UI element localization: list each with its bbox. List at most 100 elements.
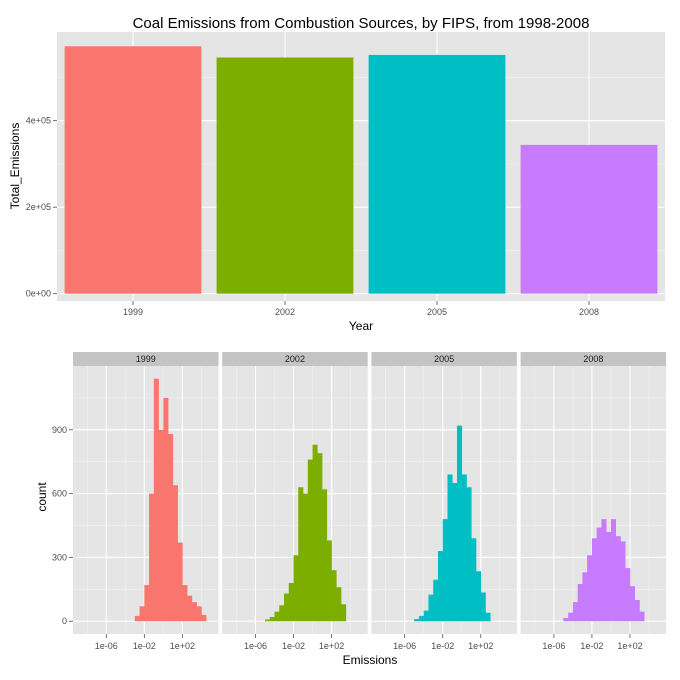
- facet-2008: 2008 1e-06 1e-02 1e+02: [520, 352, 667, 651]
- histogram-y-axis-title: count: [35, 482, 49, 512]
- histogram-bin: [437, 551, 444, 622]
- histogram-bin: [601, 519, 607, 622]
- facet-strip: [73, 352, 219, 366]
- histogram-x-tick-label: 1e-06: [244, 641, 267, 651]
- histogram-bin: [418, 615, 425, 622]
- histogram-bin: [480, 592, 486, 622]
- histogram-bin: [182, 585, 188, 622]
- histogram-bin: [144, 585, 150, 622]
- histogram-y-ticks: 0 300 600 900: [52, 425, 73, 626]
- histogram-bin: [572, 602, 578, 622]
- histogram-bin: [620, 541, 626, 622]
- facet-strip: [520, 352, 667, 366]
- histogram-bin: [591, 538, 597, 622]
- histogram-bin: [606, 531, 612, 622]
- histogram-bin: [191, 602, 197, 622]
- bar-y-tick-label: 2e+05: [26, 202, 51, 212]
- bar-y-axis-title: Total_Emissions: [8, 123, 22, 210]
- bar-x-ticks: 1999 2002 2005 2008: [123, 301, 599, 317]
- histogram-x-tick-label: 1e-06: [393, 641, 416, 651]
- histogram-bin: [456, 425, 463, 622]
- histogram-bin: [269, 616, 275, 622]
- histogram-bin: [423, 610, 429, 622]
- histogram-bin: [587, 555, 593, 622]
- bar-x-axis-title: Year: [349, 319, 373, 333]
- facet-strip: [371, 352, 517, 366]
- facet-strip: [222, 352, 368, 366]
- histogram-y-tick-label: 900: [52, 425, 67, 435]
- bar-1999: [64, 46, 202, 294]
- histogram-bin: [134, 615, 140, 622]
- histogram-x-tick-label: 1e-02: [580, 641, 603, 651]
- bar-y-tick-label: 0e+00: [26, 289, 51, 299]
- histogram-bin: [172, 485, 178, 622]
- histogram-bin: [139, 606, 145, 622]
- histogram-bin: [568, 612, 574, 622]
- histogram-bin: [149, 493, 155, 622]
- histogram-bin: [274, 611, 280, 622]
- histogram-bin: [201, 614, 207, 622]
- bar-2008: [520, 144, 658, 294]
- histogram-x-tick-label: 1e-02: [282, 641, 305, 651]
- facet-strip-label: 1999: [136, 354, 156, 364]
- histogram-y-tick-label: 0: [62, 616, 67, 626]
- histogram-bin: [322, 489, 328, 622]
- histogram-bin: [153, 378, 159, 622]
- bars: [64, 46, 658, 294]
- histogram-x-tick-label: 1e+02: [170, 641, 195, 651]
- bar-2005: [368, 54, 506, 294]
- histogram-bin: [341, 604, 347, 622]
- bar-y-ticks: 0e+00 2e+05 4e+05: [26, 116, 57, 299]
- histogram-bin: [264, 619, 271, 622]
- histogram-bin: [615, 536, 621, 622]
- facet-1999: 1999 1e-06 1e-02 1e+02: [73, 352, 219, 651]
- histogram-bin: [461, 474, 467, 622]
- histogram-bin: [317, 453, 323, 622]
- histogram-bin: [447, 474, 453, 622]
- histogram-bin: [577, 584, 583, 622]
- histogram-bin: [312, 444, 318, 622]
- histogram-bin: [563, 618, 569, 622]
- bar-2002: [216, 57, 354, 294]
- histogram-bin: [582, 572, 588, 622]
- chart-title: Coal Emissions from Combustion Sources, …: [133, 15, 590, 32]
- facet-strip-label: 2008: [583, 354, 603, 364]
- bar-x-tick-label: 1999: [123, 307, 143, 317]
- facet-strip-label: 2002: [285, 354, 305, 364]
- histogram-x-tick-label: 1e-06: [542, 641, 565, 651]
- histogram-bin: [414, 619, 420, 622]
- histogram-x-tick-label: 1e+02: [617, 641, 642, 651]
- histogram-x-tick-label: 1e-06: [95, 641, 118, 651]
- histogram-bin: [293, 555, 299, 622]
- histogram-bin: [331, 570, 337, 622]
- histogram-bin: [625, 568, 631, 622]
- histogram-bin: [639, 611, 645, 622]
- histogram-bin: [177, 542, 183, 622]
- histogram-bin: [284, 593, 290, 622]
- histogram-y-tick-label: 300: [52, 552, 67, 562]
- histogram-bin: [629, 586, 636, 622]
- histogram-bin: [471, 538, 477, 622]
- histogram-x-tick-label: 1e+02: [468, 641, 493, 651]
- histogram-bin: [610, 519, 616, 622]
- histogram-bin: [168, 434, 174, 622]
- histogram-bin: [442, 519, 448, 622]
- histogram-bin: [485, 612, 491, 622]
- histogram-bin: [303, 493, 309, 622]
- histogram-x-tick-label: 1e+02: [319, 641, 344, 651]
- facet-2002: 2002 1e-06 1e-02 1e+02: [222, 352, 368, 651]
- histogram-bin: [476, 571, 482, 622]
- histogram-y-tick-label: 600: [52, 489, 67, 499]
- histogram-bin: [288, 582, 294, 622]
- histogram-bin: [336, 587, 342, 622]
- histogram-bin: [596, 527, 602, 622]
- histogram-bin: [196, 606, 202, 622]
- histogram-bin: [634, 599, 640, 622]
- histogram-bin: [307, 459, 313, 622]
- histogram-bin: [279, 605, 285, 622]
- histogram-bin: [326, 540, 332, 622]
- histogram-bin: [158, 429, 164, 622]
- histogram-x-tick-label: 1e-02: [431, 641, 454, 651]
